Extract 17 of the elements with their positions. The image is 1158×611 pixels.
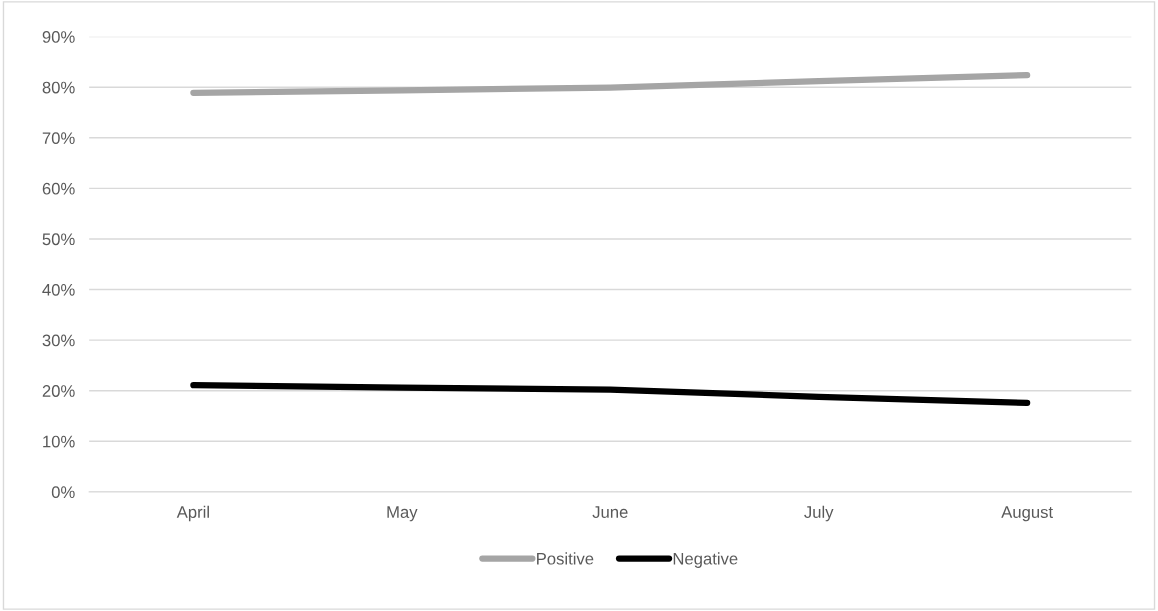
y-tick-label: 70% xyxy=(42,132,75,145)
legend-label: Negative xyxy=(673,552,738,568)
y-tick-label: 0% xyxy=(51,486,75,499)
x-tick-label: April xyxy=(176,505,209,522)
x-tick-label: August xyxy=(1001,506,1053,522)
y-tick-label: 50% xyxy=(42,233,75,246)
y-tick-label: 20% xyxy=(42,385,75,397)
y-tick-label: 90% xyxy=(42,31,75,43)
legend-label: Positive xyxy=(537,552,594,565)
y-tick-label: 10% xyxy=(43,435,75,448)
y-tick-label: 80% xyxy=(42,81,75,94)
y-tick-label: 60% xyxy=(42,182,75,195)
y-tick-label: 30% xyxy=(42,334,75,347)
x-tick-label: June xyxy=(592,506,628,518)
x-tick-label: July xyxy=(804,505,834,522)
x-tick-label: May xyxy=(387,506,418,522)
y-tick-label: 40% xyxy=(42,283,75,296)
